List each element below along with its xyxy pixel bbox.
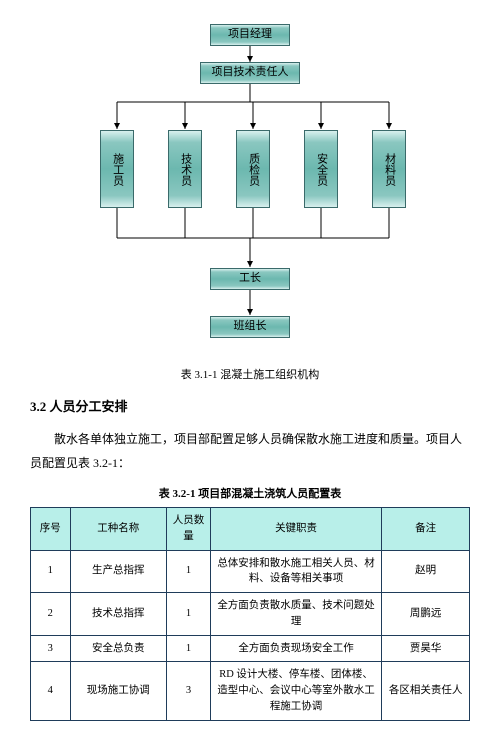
node-safety-staff: 安全员 <box>304 130 338 208</box>
cell-duty: 全方面负责现场安全工作 <box>210 635 381 662</box>
node-team-leader: 班组长 <box>210 316 290 338</box>
node-label: 施工员 <box>110 153 123 186</box>
cell-duty: 总体安排和散水施工相关人员、材料、设备等相关事项 <box>210 550 381 593</box>
node-label: 质检员 <box>246 153 259 186</box>
org-flowchart: 项目经理 项目技术责任人 施工员 技术员 质检员 安全员 材料员 工长 班组长 <box>60 20 440 360</box>
section-paragraph: 散水各单体独立施工，项目部配置足够人员确保散水施工进度和质量。项目人员配置见表 … <box>30 427 470 475</box>
node-label: 技术员 <box>178 153 191 186</box>
table-row: 4 现场施工协调 3 RD 设计大楼、停车楼、团体楼、造型中心、会议中心等室外散… <box>31 662 470 720</box>
cell-qty: 1 <box>167 635 211 662</box>
cell-remark: 赵明 <box>382 550 470 593</box>
col-duty: 关键职责 <box>210 508 381 551</box>
flowchart-caption: 表 3.1-1 混凝土施工组织机构 <box>30 366 470 382</box>
node-label: 安全员 <box>314 153 327 186</box>
table-row: 1 生产总指挥 1 总体安排和散水施工相关人员、材料、设备等相关事项 赵明 <box>31 550 470 593</box>
staff-table: 序号 工种名称 人员数量 关键职责 备注 1 生产总指挥 1 总体安排和散水施工… <box>30 507 470 721</box>
cell-no: 3 <box>31 635 71 662</box>
cell-name: 技术总指挥 <box>70 593 167 636</box>
node-construction-staff: 施工员 <box>100 130 134 208</box>
cell-duty: 全方面负责散水质量、技术问题处理 <box>210 593 381 636</box>
cell-name: 安全总负责 <box>70 635 167 662</box>
cell-qty: 1 <box>167 593 211 636</box>
node-foreman: 工长 <box>210 268 290 290</box>
cell-remark: 贾昊华 <box>382 635 470 662</box>
node-material-staff: 材料员 <box>372 130 406 208</box>
cell-qty: 1 <box>167 550 211 593</box>
node-label: 班组长 <box>234 320 267 333</box>
node-technician: 技术员 <box>168 130 202 208</box>
cell-qty: 3 <box>167 662 211 720</box>
node-label: 材料员 <box>382 153 395 186</box>
cell-no: 2 <box>31 593 71 636</box>
node-label: 项目经理 <box>228 28 272 41</box>
cell-no: 4 <box>31 662 71 720</box>
col-no: 序号 <box>31 508 71 551</box>
table-row: 2 技术总指挥 1 全方面负责散水质量、技术问题处理 周鹏远 <box>31 593 470 636</box>
cell-name: 现场施工协调 <box>70 662 167 720</box>
table-caption: 表 3.2-1 项目部混凝土浇筑人员配置表 <box>30 485 470 501</box>
cell-name: 生产总指挥 <box>70 550 167 593</box>
cell-remark: 周鹏远 <box>382 593 470 636</box>
cell-remark: 各区相关责任人 <box>382 662 470 720</box>
cell-duty: RD 设计大楼、停车楼、团体楼、造型中心、会议中心等室外散水工程施工协调 <box>210 662 381 720</box>
col-qty: 人员数量 <box>167 508 211 551</box>
col-remark: 备注 <box>382 508 470 551</box>
node-label: 项目技术责任人 <box>212 66 289 79</box>
node-tech-lead: 项目技术责任人 <box>200 62 300 84</box>
cell-no: 1 <box>31 550 71 593</box>
col-name: 工种名称 <box>70 508 167 551</box>
section-heading: 3.2 人员分工安排 <box>30 396 470 415</box>
table-header-row: 序号 工种名称 人员数量 关键职责 备注 <box>31 508 470 551</box>
node-label: 工长 <box>239 272 261 285</box>
node-project-manager: 项目经理 <box>210 24 290 46</box>
node-qc-staff: 质检员 <box>236 130 270 208</box>
table-row: 3 安全总负责 1 全方面负责现场安全工作 贾昊华 <box>31 635 470 662</box>
